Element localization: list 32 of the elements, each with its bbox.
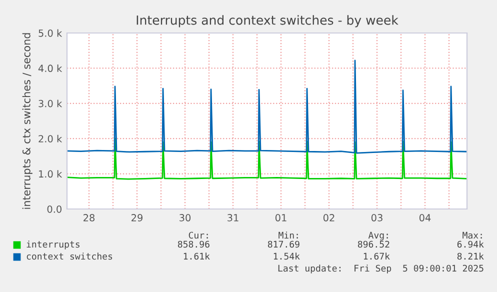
- text: Min:: [278, 232, 298, 239]
- y-tick-label: 2.0 k: [38, 134, 62, 142]
- y-tick-label: 4.0 k: [38, 64, 62, 72]
- x-tick-label: 29: [132, 214, 142, 222]
- text: 858.96: [178, 240, 210, 248]
- text: 817.69: [268, 240, 300, 248]
- x-tick-label: 28: [84, 214, 95, 222]
- text: 896.52: [358, 240, 390, 248]
- text: Avg:: [368, 232, 388, 240]
- line-series: [67, 60, 467, 154]
- text: 1.67k: [364, 252, 390, 260]
- legend-label: context switches: [26, 252, 112, 260]
- text: 1.54k: [274, 252, 300, 260]
- y-axis-title: interrupts & ctx switches / second: [22, 33, 32, 209]
- y-tick-label: 3.0 k: [38, 100, 62, 108]
- text: 1.61k: [184, 252, 210, 260]
- text: Max:: [462, 232, 482, 239]
- x-tick-label: 03: [371, 214, 382, 222]
- x-tick-label: 01: [275, 214, 286, 222]
- text: 6.94k: [457, 240, 484, 248]
- legend-label: interrupts: [26, 240, 80, 250]
- text: 8.21k: [457, 252, 484, 260]
- y-tick-label: 5.0 k: [38, 29, 62, 37]
- x-tick-label: 30: [180, 214, 191, 222]
- y-tick-label: 1.0 k: [39, 170, 62, 178]
- text: Last update: Fri Sep 5 09:00:01 2025: [278, 264, 484, 274]
- text: Cur:: [188, 232, 208, 239]
- chart-title: Interrupts and context switches - by week: [136, 15, 398, 28]
- x-tick-label: 04: [419, 214, 431, 222]
- x-tick-label: 02: [323, 214, 334, 222]
- y-tick-label: 0.0: [47, 205, 62, 213]
- x-tick-label: 31: [228, 214, 238, 222]
